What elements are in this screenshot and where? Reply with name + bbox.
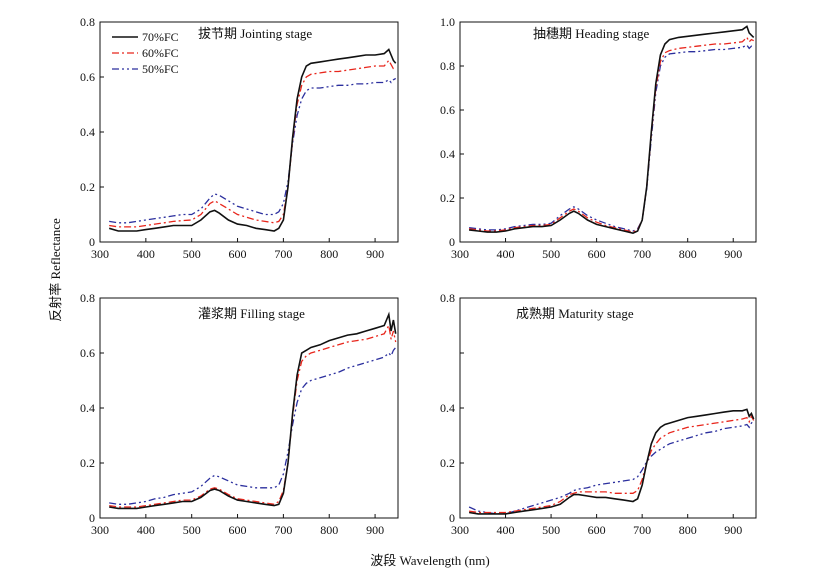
x-tick-label: 300 bbox=[451, 523, 469, 537]
y-tick-label: 0 bbox=[449, 235, 455, 249]
x-tick-label: 500 bbox=[542, 523, 560, 537]
x-tick-label: 400 bbox=[137, 247, 155, 261]
chart-panel-2: 300 400 500 600 700 800 900 0 0.2 0.4 0.6 0.8 1.0 抽穗期… bbox=[440, 15, 757, 261]
y-tick-label: 0 bbox=[89, 511, 95, 525]
x-tick-label: 900 bbox=[724, 247, 742, 261]
x-tick-label: 700 bbox=[274, 247, 292, 261]
x-tick-label: 300 bbox=[451, 247, 469, 261]
x-tick-label: 700 bbox=[633, 523, 651, 537]
x-tick-label: 400 bbox=[137, 523, 155, 537]
plot-frame bbox=[459, 21, 757, 243]
series-line-50pctfc bbox=[109, 347, 397, 505]
y-tick-label: 0.4 bbox=[440, 147, 455, 161]
y-tick-label: 0 bbox=[89, 235, 95, 249]
chart-panel-3: 300 400 500 600 700 800 900 0 0.2 0.4 0.6 0.8 灌浆期 Fi… bbox=[80, 291, 399, 537]
x-axis-title: 波段 Wavelength (nm) bbox=[370, 553, 490, 568]
x-tick-label: 400 bbox=[497, 247, 515, 261]
x-tick-label: 400 bbox=[497, 523, 515, 537]
y-tick-label: 0.4 bbox=[80, 125, 95, 139]
series-line-60pctfc bbox=[109, 323, 397, 508]
x-tick-label: 900 bbox=[366, 523, 384, 537]
series-line-50pctfc bbox=[469, 44, 754, 232]
x-tick-label: 800 bbox=[320, 247, 338, 261]
series-line-70pctfc bbox=[108, 48, 397, 232]
x-tick-label: 500 bbox=[183, 523, 201, 537]
y-tick-label: 0.2 bbox=[440, 456, 455, 470]
x-tick-label: 900 bbox=[724, 523, 742, 537]
y-tick-label: 0.8 bbox=[440, 59, 455, 73]
series-line-60pctfc bbox=[109, 59, 397, 228]
panel-title: 灌浆期 Filling stage bbox=[198, 306, 305, 321]
y-tick-label: 0.6 bbox=[80, 70, 95, 84]
y-tick-label: 0.4 bbox=[440, 401, 455, 415]
chart-panel-4: 300 400 500 600 700 800 900 0 0.2 0.4 0.8 成熟期 Matur… bbox=[440, 291, 757, 537]
y-tick-label: 0.4 bbox=[80, 401, 95, 415]
plot-frame bbox=[99, 297, 399, 519]
y-tick-label: 0.2 bbox=[440, 191, 455, 205]
y-tick-label: 1.0 bbox=[440, 15, 455, 29]
legend-label: 70%FC bbox=[142, 30, 179, 44]
y-tick-label: 0.2 bbox=[80, 456, 95, 470]
series-line-60pctfc bbox=[469, 36, 754, 233]
panel-title: 成熟期 Maturity stage bbox=[516, 306, 634, 321]
series-line-70pctfc bbox=[469, 25, 755, 235]
legend: 70%FC 60%FC 50%FC bbox=[112, 30, 179, 76]
series-line-50pctfc bbox=[109, 77, 397, 224]
y-tick-label: 0.6 bbox=[80, 346, 95, 360]
y-tick-label: 0.6 bbox=[440, 103, 455, 117]
y-tick-label: 0.8 bbox=[80, 15, 95, 29]
series-line-70pctfc bbox=[468, 408, 755, 515]
y-tick-label: 0 bbox=[449, 511, 455, 525]
x-tick-label: 600 bbox=[229, 523, 247, 537]
x-tick-label: 800 bbox=[679, 247, 697, 261]
x-tick-label: 300 bbox=[91, 247, 109, 261]
y-tick-label: 0.2 bbox=[80, 180, 95, 194]
x-tick-label: 700 bbox=[633, 247, 651, 261]
y-tick-label: 0.8 bbox=[440, 291, 455, 305]
x-tick-label: 500 bbox=[183, 247, 201, 261]
x-tick-label: 600 bbox=[229, 247, 247, 261]
x-tick-label: 800 bbox=[679, 523, 697, 537]
panel-title: 抽穗期 Heading stage bbox=[533, 26, 649, 41]
y-tick-label: 0.8 bbox=[80, 291, 95, 305]
x-tick-label: 800 bbox=[320, 523, 338, 537]
x-tick-label: 700 bbox=[274, 523, 292, 537]
x-tick-label: 600 bbox=[588, 523, 606, 537]
plot-frame bbox=[459, 297, 757, 519]
series-line-50pctfc bbox=[468, 419, 755, 515]
y-axis-title: 反射率 Reflectance bbox=[48, 218, 63, 322]
legend-label: 60%FC bbox=[142, 46, 179, 60]
chart-panel-1: 300 400 500 600 700 800 900 0 0.2 0.4 0.6 0.8 拔节期 Jo… bbox=[80, 15, 399, 261]
panel-title: 拔节期 Jointing stage bbox=[198, 26, 312, 41]
legend-label: 50%FC bbox=[142, 62, 179, 76]
x-tick-label: 300 bbox=[91, 523, 109, 537]
x-tick-label: 600 bbox=[588, 247, 606, 261]
chart-panels: 300 400 500 600 700 800 900 0 0.2 0.4 0.6 0.8 拔节期 Jo… bbox=[80, 15, 757, 537]
x-tick-label: 500 bbox=[542, 247, 560, 261]
series-line-60pctfc bbox=[469, 414, 755, 514]
x-tick-label: 900 bbox=[366, 247, 384, 261]
series-line-70pctfc bbox=[109, 311, 397, 510]
